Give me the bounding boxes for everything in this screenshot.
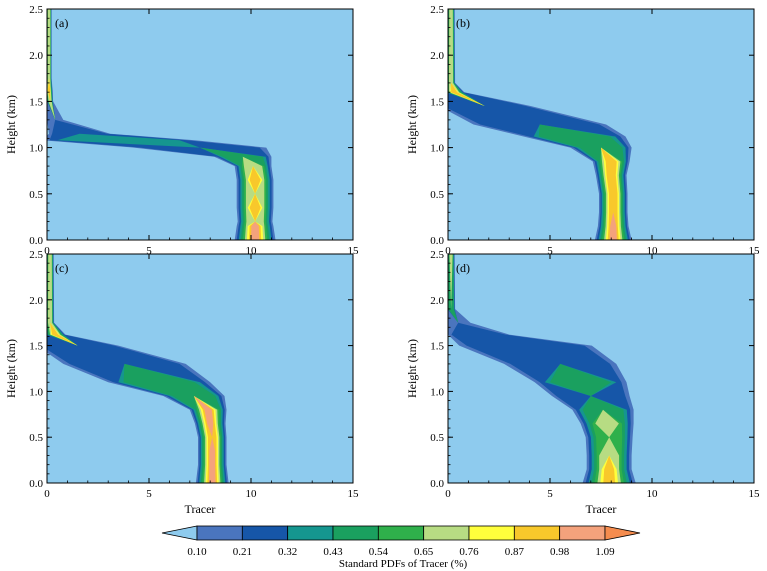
plot-frame xyxy=(46,8,354,241)
x-tick-label: 0 xyxy=(44,245,50,257)
y-tick-label: 1.5 xyxy=(430,341,444,353)
y-axis-label: Height (km) xyxy=(405,339,419,398)
y-tick-label: 0.5 xyxy=(430,432,444,444)
y-tick-label: 2.0 xyxy=(430,295,444,307)
y-tick-label: 0.0 xyxy=(29,235,43,247)
colorbar-swatch xyxy=(468,525,515,541)
panel-label: (a) xyxy=(55,16,68,30)
y-tick-label: 0.5 xyxy=(29,432,43,444)
x-tick-label: 0 xyxy=(445,488,451,500)
y-axis-label: Height (km) xyxy=(4,95,18,154)
colorbar-level-label: 1.09 xyxy=(595,546,615,558)
contour-level-5 xyxy=(47,9,268,240)
plot-frame xyxy=(447,8,755,241)
colorbar-swatch xyxy=(241,525,289,541)
colorbar-level-label: 0.10 xyxy=(187,546,207,558)
x-tick-label: 5 xyxy=(547,488,553,500)
pdf-field xyxy=(448,9,632,240)
colorbar-swatch xyxy=(604,525,641,541)
panel-label: (d) xyxy=(456,261,470,275)
contour-level-2 xyxy=(448,9,630,240)
x-tick-label: 15 xyxy=(749,245,761,257)
colorbar-level-label: 0.98 xyxy=(550,546,570,558)
panel-a: 0.0 0.5 1.0 1.5 2.0 2.5 0 5 10 15 Height (km) (a) xyxy=(4,4,359,257)
plot-frame xyxy=(46,253,354,484)
contour-level-4 xyxy=(47,254,224,483)
y-tick-label: 1.0 xyxy=(430,386,444,398)
y-tick-label: 1.5 xyxy=(29,96,43,108)
x-tick-label: 10 xyxy=(647,245,659,257)
y-tick-label: 0.0 xyxy=(29,478,43,490)
contour-level-6 xyxy=(449,254,621,483)
colorbar-level-label: 0.65 xyxy=(414,546,434,558)
x-tick-label: 0 xyxy=(445,245,451,257)
pdf-field xyxy=(47,9,276,240)
plot-background xyxy=(47,9,353,240)
y-tick-label: 2.5 xyxy=(29,4,43,16)
y-tick-label: 1.5 xyxy=(29,341,43,353)
x-tick-label: 15 xyxy=(348,245,360,257)
pdf-field xyxy=(448,254,636,483)
x-tick-label: 5 xyxy=(146,488,152,500)
colorbar-swatch xyxy=(196,525,243,541)
panel-c: 0.0 0.5 1.0 1.5 2.0 2.5 0 5 10 15 Height (km) Trace… xyxy=(4,249,359,516)
contour-level-5 xyxy=(47,254,222,483)
x-tick-label: 5 xyxy=(547,245,553,257)
y-tick-label: 2.0 xyxy=(29,50,43,62)
colorbar-level-label: 0.32 xyxy=(278,546,297,558)
x-tick-label: 15 xyxy=(749,488,761,500)
y-tick-label: 0.5 xyxy=(29,189,43,201)
x-tick-label: 0 xyxy=(44,488,50,500)
contour-level-2 xyxy=(448,254,633,483)
x-tick-label: 10 xyxy=(246,488,258,500)
colorbar-level-label: 0.21 xyxy=(233,546,252,558)
x-tick-label: 5 xyxy=(146,245,152,257)
y-tick-label: 0.5 xyxy=(430,189,444,201)
colorbar-level-label: 0.76 xyxy=(459,546,479,558)
colorbar-swatch xyxy=(559,525,606,541)
y-tick-label: 0.0 xyxy=(430,478,444,490)
y-tick-label: 2.5 xyxy=(29,249,43,261)
colorbar-swatch xyxy=(161,525,198,541)
colorbar-swatch xyxy=(513,525,561,541)
x-tick-label: 15 xyxy=(348,488,360,500)
colorbar-swatch xyxy=(423,525,470,541)
colorbar-level-label: 0.54 xyxy=(369,546,389,558)
colorbar-level-label: 0.43 xyxy=(323,546,343,558)
panel-b: 0.0 0.5 1.0 1.5 2.0 2.5 0 5 10 15 Height (km) (b) xyxy=(405,4,760,257)
x-axis-label: Tracer xyxy=(185,502,216,516)
colorbar-swatch xyxy=(287,525,334,541)
y-tick-label: 1.0 xyxy=(29,386,43,398)
colorbar-swatch xyxy=(332,525,379,541)
x-tick-label: 10 xyxy=(647,488,659,500)
pdf-field xyxy=(47,254,229,483)
y-tick-label: 0.0 xyxy=(430,235,444,247)
panel-d: 0.0 0.5 1.0 1.5 2.0 2.5 0 5 10 15 Height (km) Trace… xyxy=(405,249,760,516)
colorbar-level-label: 0.87 xyxy=(505,546,525,558)
y-tick-label: 2.0 xyxy=(430,50,444,62)
x-tick-label: 10 xyxy=(246,245,258,257)
y-tick-label: 1.0 xyxy=(29,143,43,155)
y-tick-label: 2.5 xyxy=(430,4,444,16)
y-tick-label: 2.5 xyxy=(430,249,444,261)
y-tick-label: 1.0 xyxy=(430,143,444,155)
y-axis-label: Height (km) xyxy=(4,339,18,398)
y-tick-label: 1.5 xyxy=(430,96,444,108)
panel-label: (c) xyxy=(55,261,68,275)
panel-label: (b) xyxy=(456,16,470,30)
y-axis-label: Height (km) xyxy=(405,95,419,154)
colorbar-swatch xyxy=(377,525,425,541)
colorbar: Standard PDFs of Tracer (%) 0.10 0.21 0.32… xyxy=(161,525,641,570)
x-axis-label: Tracer xyxy=(586,502,617,516)
colorbar-title: Standard PDFs of Tracer (%) xyxy=(339,558,468,570)
y-tick-label: 2.0 xyxy=(29,295,43,307)
plot-frame xyxy=(447,253,755,484)
